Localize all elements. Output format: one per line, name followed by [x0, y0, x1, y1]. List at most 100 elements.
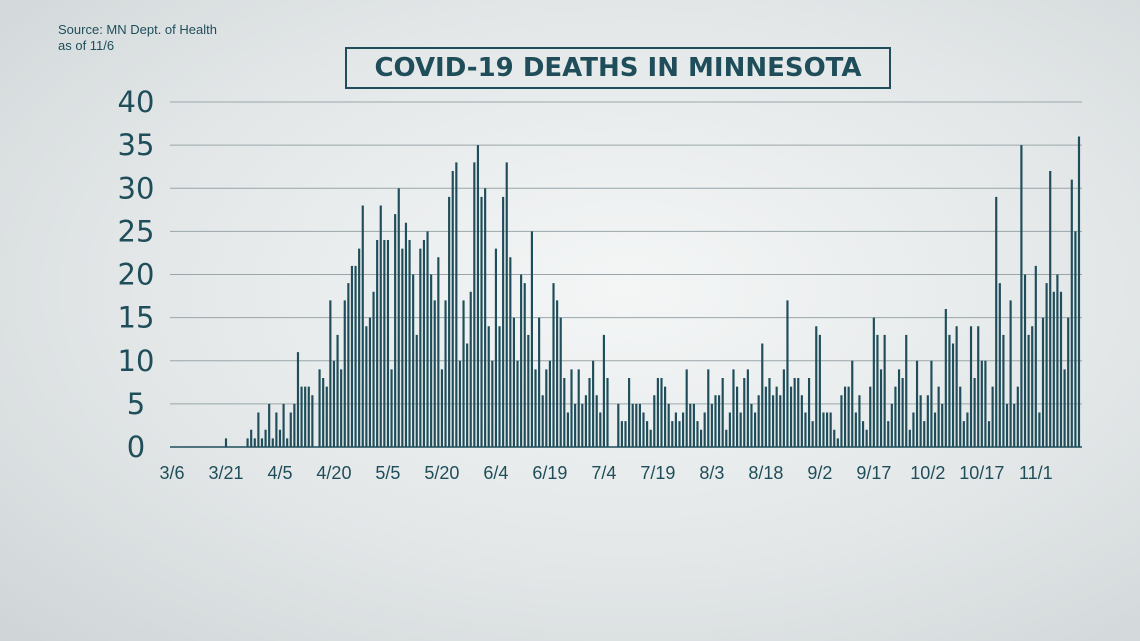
bar [757, 395, 760, 447]
bar [462, 300, 465, 448]
bar [638, 403, 641, 448]
bar [761, 343, 764, 447]
bar [494, 248, 498, 447]
bar [901, 378, 904, 447]
bar [919, 395, 922, 447]
bar [1016, 386, 1019, 448]
bar [253, 438, 256, 448]
bar [419, 248, 422, 447]
bar [847, 386, 850, 448]
bar [440, 369, 444, 448]
bar [1063, 369, 1066, 448]
bar [782, 369, 785, 448]
bar [879, 369, 883, 448]
bar [714, 395, 717, 447]
bar [689, 403, 692, 448]
bar [861, 421, 865, 448]
bar [692, 403, 695, 448]
x-tick-label: 7/19 [640, 463, 675, 483]
bar [408, 240, 411, 447]
bar [883, 334, 886, 448]
bar [764, 386, 767, 448]
bar [786, 300, 789, 448]
bar [480, 196, 483, 448]
bar [350, 265, 354, 448]
bar [941, 403, 944, 448]
bar [520, 274, 523, 447]
bar [1027, 334, 1030, 448]
bar [343, 300, 346, 448]
bar [311, 395, 314, 447]
bar [268, 403, 271, 448]
x-tick-label: 7/4 [591, 463, 616, 483]
y-tick-label: 0 [127, 430, 145, 464]
bar [1074, 231, 1077, 448]
bar [1052, 291, 1055, 447]
bar [570, 369, 573, 448]
bar [1049, 171, 1052, 447]
bar [829, 412, 832, 447]
bar [736, 386, 739, 448]
bar [818, 334, 821, 448]
bar [1005, 403, 1009, 448]
bar [700, 429, 703, 447]
bar [915, 360, 919, 447]
bar [365, 326, 368, 447]
bar [415, 334, 418, 448]
bar [336, 334, 339, 448]
bar [825, 412, 829, 447]
x-axis-ticks: 3/6 3/21 4/5 4/20 5/5 5/20 6/4 6/19 7/4 7/19 8/3 8/… [159, 463, 1052, 483]
bar [984, 360, 987, 447]
bar [797, 378, 800, 447]
bar [876, 334, 879, 448]
chart-title: COVID-19 DEATHS IN MINNESOTA [345, 47, 891, 89]
bar [1002, 334, 1005, 448]
bar [430, 274, 433, 447]
bar [962, 421, 965, 448]
bar [991, 386, 994, 448]
bar [642, 412, 645, 447]
bar [383, 240, 386, 447]
x-tick-label: 6/19 [532, 463, 567, 483]
bar [674, 412, 677, 447]
bar [329, 300, 332, 448]
bar [840, 395, 843, 447]
bar [512, 317, 515, 448]
x-tick-label: 9/2 [807, 463, 832, 483]
bar [628, 378, 631, 447]
y-tick-label: 10 [118, 344, 155, 378]
bar [566, 412, 569, 447]
y-tick-label: 15 [118, 301, 155, 335]
bar [599, 412, 602, 447]
bar [793, 378, 796, 447]
bar [491, 360, 494, 447]
bar [260, 438, 264, 448]
x-tick-label: 6/4 [483, 463, 508, 483]
bar [710, 403, 713, 448]
bar [556, 300, 559, 448]
bar [951, 343, 955, 447]
bar [584, 395, 587, 447]
bar [602, 334, 605, 448]
bar [743, 378, 746, 447]
bar [944, 309, 947, 447]
y-tick-label: 40 [118, 85, 155, 119]
bar [635, 403, 638, 448]
bar [789, 386, 793, 448]
bar [1070, 179, 1073, 448]
bar [581, 403, 584, 448]
bar [361, 205, 364, 447]
bar [293, 403, 296, 448]
bar [995, 196, 998, 448]
bar [340, 369, 343, 448]
bar [347, 283, 350, 448]
bar [649, 429, 652, 447]
x-tick-label: 10/17 [959, 463, 1004, 483]
bar [858, 395, 861, 447]
bar [660, 378, 663, 447]
bar [224, 438, 228, 448]
bar [1077, 136, 1081, 447]
bar [469, 291, 472, 447]
bar [451, 171, 454, 447]
